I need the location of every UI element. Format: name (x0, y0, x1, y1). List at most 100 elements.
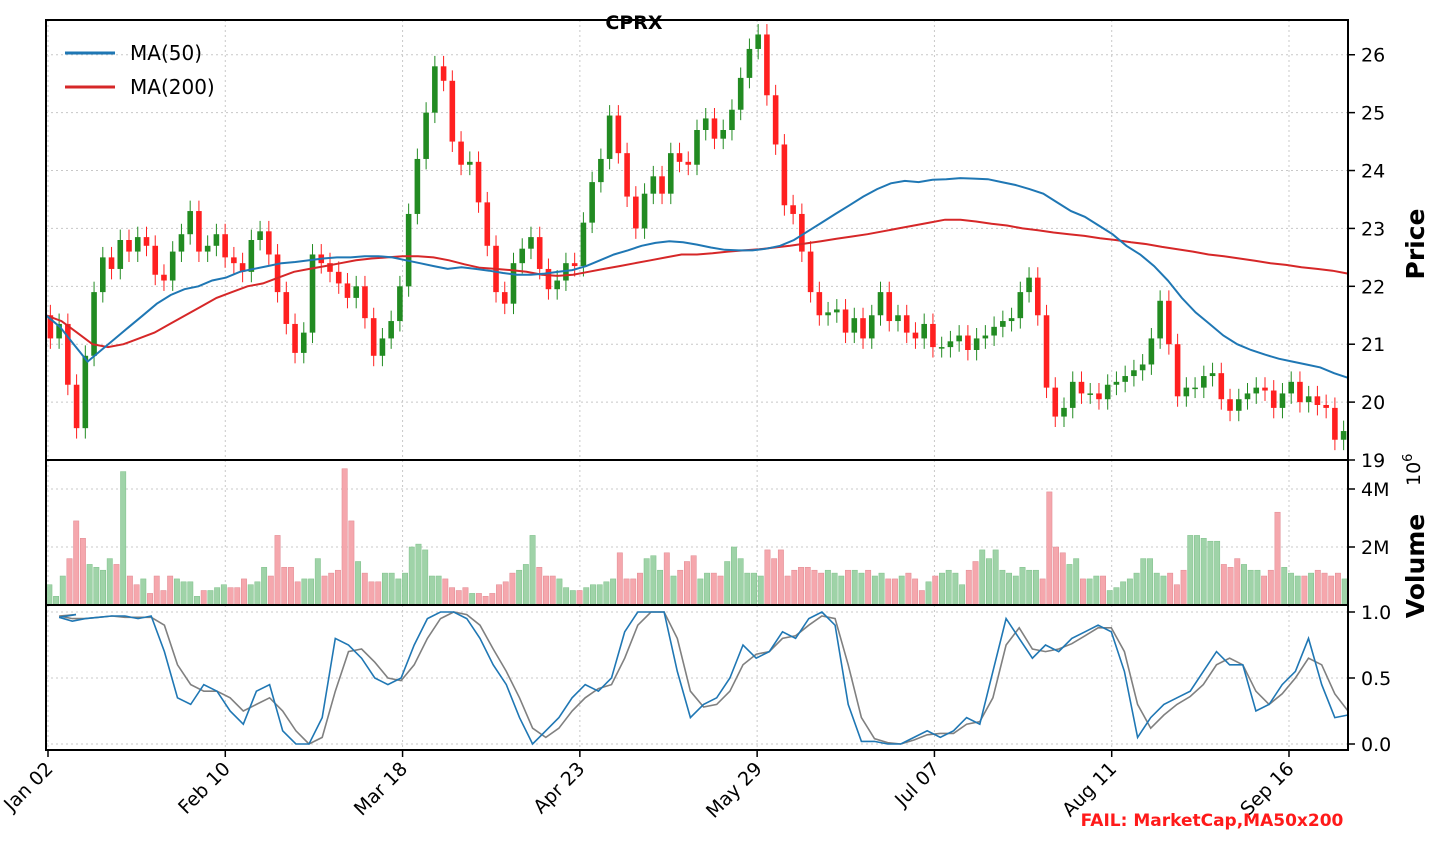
volume-bar (1059, 552, 1066, 606)
candle-body (65, 323, 71, 385)
volume-bar (549, 575, 556, 606)
candle-body (239, 263, 246, 272)
volume-bar (764, 549, 771, 606)
volume-bar (1194, 535, 1200, 606)
volume-bar (892, 578, 898, 606)
volume-bar (811, 569, 818, 606)
candle-body (56, 323, 62, 339)
price-tick-label: 20 (1361, 392, 1385, 414)
volume-bar (1147, 558, 1153, 606)
volume-bar (1106, 590, 1113, 606)
candle-body (344, 283, 351, 298)
volume-bar (744, 572, 751, 606)
candle-body (1104, 384, 1111, 400)
oscillator-tick-label: 0.0 (1361, 734, 1391, 756)
candle-body (1017, 292, 1024, 319)
volume-bar (616, 552, 623, 606)
candle-body (196, 211, 202, 252)
volume-bar (1220, 564, 1227, 606)
volume-bar (851, 569, 858, 606)
volume-bar (254, 581, 261, 606)
volume-bar (757, 575, 764, 606)
candle-body (309, 254, 316, 333)
candle-body (1096, 393, 1102, 400)
volume-bar (86, 564, 93, 606)
volume-bar (449, 587, 455, 606)
candle-body (755, 34, 761, 49)
volume-bar (388, 572, 395, 606)
candle-body (423, 112, 429, 159)
candle-body (1122, 376, 1128, 382)
candle-body (956, 335, 962, 342)
volume-bar (1167, 572, 1174, 606)
volume-bar (1281, 567, 1288, 606)
volume-bar (737, 558, 744, 606)
volume-bar (1180, 569, 1187, 606)
legend: MA(50) MA(200) (65, 41, 215, 99)
candle-body (187, 211, 193, 235)
volume-bar (650, 555, 657, 606)
volume-bar (992, 549, 999, 606)
price-axis-label: Price (1401, 209, 1430, 280)
candle-body (860, 318, 866, 339)
volume-bar (784, 575, 791, 606)
volume-bar (482, 596, 489, 606)
candle-body (440, 66, 447, 81)
volume-bar (1046, 491, 1053, 606)
candle-body (554, 280, 560, 290)
volume-bar (1241, 564, 1247, 606)
candle-body (134, 237, 141, 252)
candle-body (991, 326, 997, 336)
volume-bar (1053, 546, 1059, 606)
candle-body (694, 130, 700, 165)
volume-bar (301, 578, 308, 606)
volume-bar (496, 584, 502, 606)
volume-bar (106, 558, 113, 606)
candle-body (1253, 387, 1260, 394)
candle-body (965, 335, 971, 350)
candle-body (248, 240, 255, 272)
volume-bar (717, 575, 724, 606)
volume-bar (1341, 578, 1348, 606)
volume-bar (140, 578, 147, 606)
volume-bar (1032, 569, 1039, 606)
volume-bar (442, 578, 449, 606)
oscillator-tick-label: 1.0 (1361, 602, 1391, 624)
volume-bar (462, 587, 469, 606)
svg-text:106: 106 (1401, 454, 1425, 486)
volume-bar (657, 569, 664, 606)
candle-body (1174, 344, 1181, 397)
volume-bar (381, 572, 388, 606)
volume-bar (683, 561, 690, 606)
volume-bar (838, 575, 845, 606)
price-tick-label: 23 (1361, 218, 1385, 240)
candle-body (283, 292, 290, 324)
volume-bar (905, 572, 912, 606)
volume-bar (1200, 538, 1207, 606)
volume-bar (603, 581, 610, 606)
candle-body (799, 213, 805, 252)
candle-body (82, 355, 89, 429)
volume-bar (798, 567, 804, 606)
volume-bar (368, 581, 375, 606)
candle-body (781, 144, 788, 206)
candle-body (1043, 315, 1050, 388)
candle-body (143, 237, 150, 246)
volume-bar (1173, 584, 1180, 606)
volume-bar (1126, 578, 1133, 606)
candle-body (501, 292, 508, 304)
candle-body (764, 34, 770, 96)
volume-bar (173, 578, 180, 606)
volume-bar (945, 569, 952, 606)
x-tick-label: May 29 (702, 758, 767, 823)
candle-body (1000, 321, 1006, 327)
x-tick-label: Jul 07 (890, 758, 944, 812)
volume-bar (663, 552, 670, 606)
candle-body (1008, 318, 1015, 322)
candle-body (982, 335, 989, 339)
candle-body (292, 323, 298, 353)
price-tick-label: 25 (1361, 103, 1385, 125)
volume-bar (1294, 575, 1301, 606)
chart-title: CPRX (605, 12, 662, 34)
volume-bar (1012, 575, 1019, 606)
